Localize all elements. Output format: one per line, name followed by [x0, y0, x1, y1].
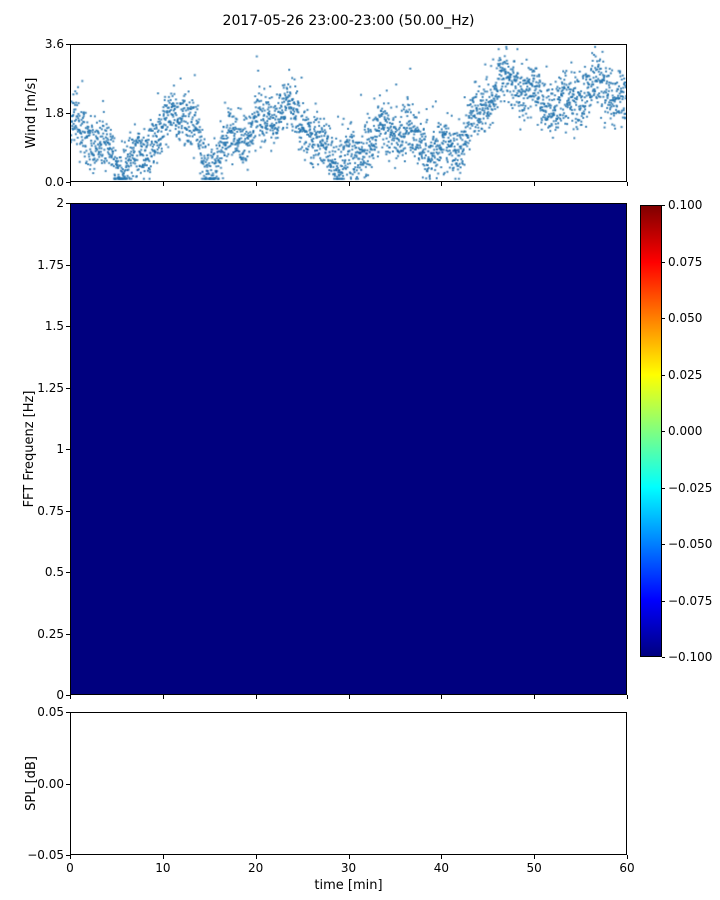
wind-y-tick-mark: [66, 44, 70, 45]
x-tick-mark: [441, 855, 442, 859]
colorbar-tick-mark: [662, 262, 665, 263]
spl-y-tick-mark: [66, 712, 70, 713]
fft-y-tick-label: 2: [56, 196, 64, 210]
x-tick-mark: [349, 182, 350, 186]
fft-y-tick-mark: [66, 572, 70, 573]
x-tick-mark: [627, 182, 628, 186]
x-tick-mark: [256, 695, 257, 699]
x-tick-mark: [70, 182, 71, 186]
colorbar-tick-mark: [662, 205, 665, 206]
colorbar-tick-label: 0.025: [668, 367, 703, 382]
x-tick-mark: [256, 855, 257, 859]
x-tick-mark: [70, 855, 71, 859]
spectrogram-heatmap: [70, 203, 627, 695]
colorbar-tick-mark: [662, 431, 665, 432]
fft-y-tick-label: 1.25: [37, 380, 64, 395]
colorbar-tick-mark: [662, 601, 665, 602]
x-tick-label: 40: [433, 861, 449, 875]
x-tick-label: 10: [155, 861, 171, 875]
colorbar-tick-mark: [662, 657, 665, 658]
fft-y-tick-mark: [66, 388, 70, 389]
spl-plot: [70, 712, 627, 855]
fft-y-tick-label: 1.5: [44, 319, 64, 333]
wind-y-tick-label: 1.8: [44, 106, 64, 120]
fft-y-tick-label: 0: [56, 688, 64, 702]
fft-y-tick-mark: [66, 511, 70, 512]
colorbar-tick-mark: [662, 375, 665, 376]
colorbar-tick-label: −0.025: [668, 480, 713, 495]
colorbar-tick-mark: [662, 488, 665, 489]
fft-y-tick-mark: [66, 634, 70, 635]
colorbar-tick-label: −0.100: [668, 650, 713, 664]
figure-title: 2017-05-26 23:00-23:00 (50.00_Hz): [222, 13, 475, 29]
wind-scatter-plot: [70, 44, 627, 182]
x-tick-label: 20: [248, 861, 264, 875]
x-tick-mark: [163, 695, 164, 699]
fft-y-tick-mark: [66, 326, 70, 327]
x-tick-mark: [256, 182, 257, 186]
fft-y-tick-label: 0.75: [37, 503, 64, 518]
spl-y-tick-label: −0.05: [27, 848, 64, 862]
fft-y-tick-label: 0.25: [37, 626, 64, 641]
x-tick-mark: [534, 855, 535, 859]
x-tick-mark: [627, 695, 628, 699]
x-tick-mark: [70, 695, 71, 699]
x-tick-label: 0: [66, 861, 74, 875]
x-tick-mark: [627, 855, 628, 859]
spl-y-tick-mark: [66, 784, 70, 785]
colorbar-tick-label: 0.100: [668, 198, 703, 212]
spl-y-tick-label: 0.05: [37, 705, 64, 719]
colorbar-tick-label: −0.075: [668, 593, 713, 608]
colorbar-tick-label: −0.050: [668, 537, 713, 551]
x-tick-mark: [163, 855, 164, 859]
colorbar-tick-label: 0.050: [668, 311, 703, 325]
spl-y-tick-mark: [66, 855, 70, 856]
fft-y-tick-label: 1: [56, 442, 64, 456]
fft-y-tick-mark: [66, 203, 70, 204]
fft-y-tick-mark: [66, 695, 70, 696]
x-tick-mark: [163, 182, 164, 186]
wind-y-tick-mark: [66, 113, 70, 114]
x-tick-label: 50: [526, 861, 542, 875]
x-tick-mark: [534, 695, 535, 699]
fft-y-tick-mark: [66, 449, 70, 450]
x-tick-label: 60: [619, 861, 635, 875]
x-tick-mark: [441, 695, 442, 699]
colorbar-tick-mark: [662, 318, 665, 319]
fft-y-tick-label: 0.5: [44, 565, 64, 579]
wind-y-tick-mark: [66, 182, 70, 183]
colorbar-tick-label: 0.075: [668, 254, 703, 269]
x-tick-mark: [441, 182, 442, 186]
x-axis-label: time [min]: [314, 878, 383, 893]
fft-y-tick-label: 1.75: [37, 257, 64, 272]
colorbar: [640, 205, 662, 657]
spl-y-tick-label: 0.00: [37, 776, 64, 791]
wind-scatter-canvas: [71, 45, 626, 181]
wind-y-tick-label: 3.6: [44, 37, 64, 51]
colorbar-tick-mark: [662, 544, 665, 545]
x-tick-mark: [349, 855, 350, 859]
x-tick-label: 30: [340, 861, 357, 875]
colorbar-tick-label: 0.000: [668, 424, 703, 438]
wind-y-tick-label: 0.0: [44, 175, 64, 189]
x-tick-mark: [349, 695, 350, 699]
fft-y-tick-mark: [66, 265, 70, 266]
x-tick-mark: [534, 182, 535, 186]
